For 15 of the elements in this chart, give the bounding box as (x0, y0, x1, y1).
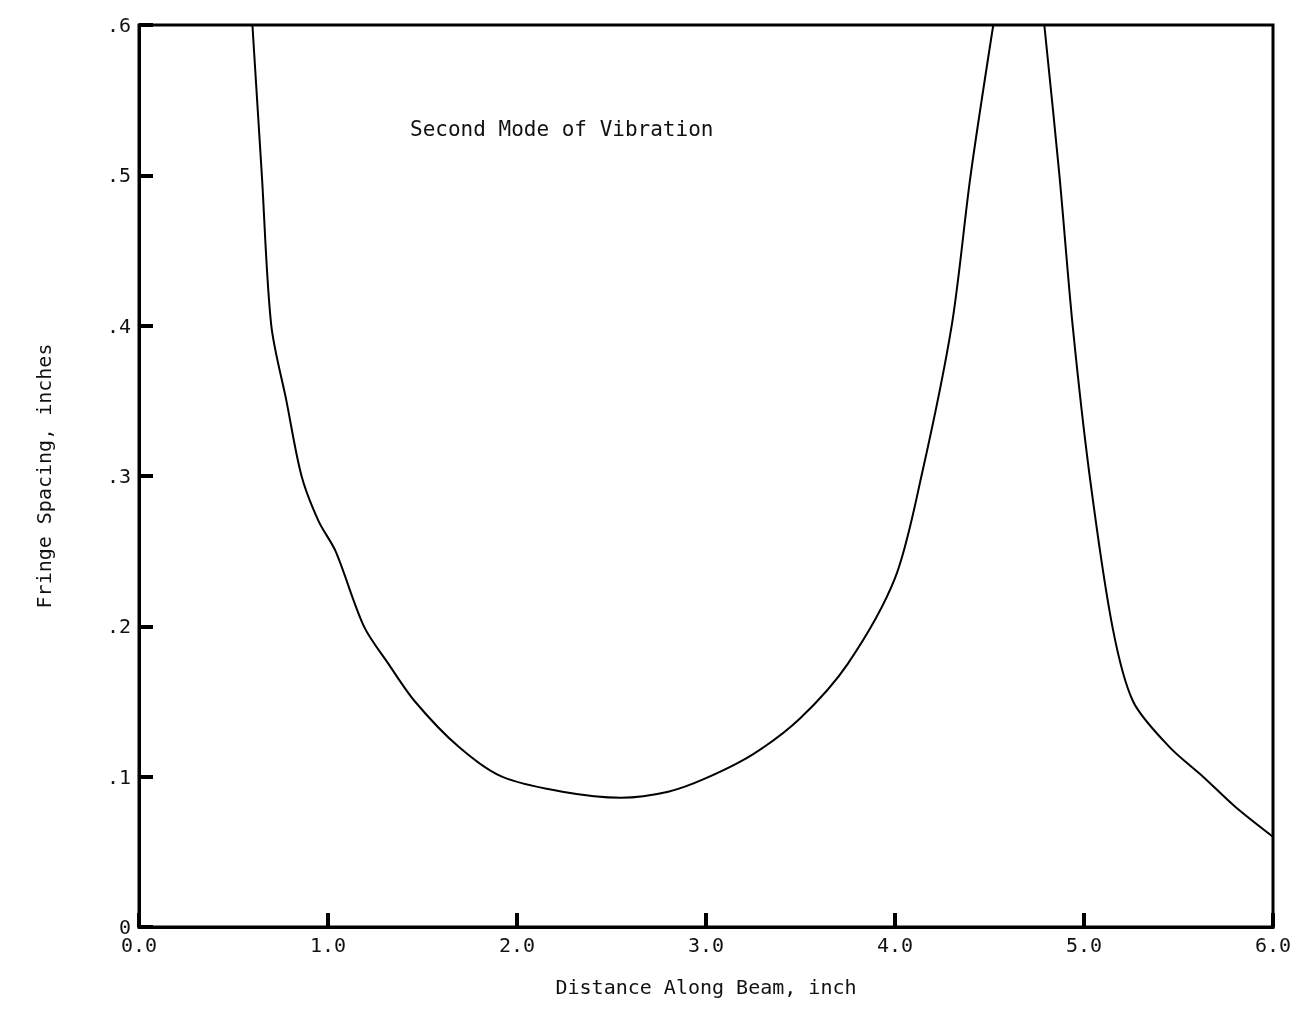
x-tick-label: 5.0 (1065, 933, 1103, 957)
y-tick-label: .2 (106, 614, 131, 639)
y-tick-label: .3 (106, 464, 131, 488)
x-tick-label: 1.0 (309, 933, 347, 957)
y-tick-label: .6 (106, 13, 131, 37)
x-axis-title: Distance Along Beam, inch (555, 975, 857, 999)
x-tick-label: 4.0 (876, 933, 914, 957)
y-tick-label: .4 (106, 313, 131, 338)
annotation: Second Mode of Vibration (410, 116, 714, 141)
y-tick-label: .1 (106, 764, 131, 789)
x-tick-label: 6.0 (1254, 933, 1292, 957)
y-axis-title: Fringe Spacing, inches (32, 343, 56, 609)
y-tick-label: .5 (106, 163, 131, 188)
x-tick-label: 3.0 (687, 933, 725, 957)
x-tick-label: 2.0 (498, 933, 536, 957)
